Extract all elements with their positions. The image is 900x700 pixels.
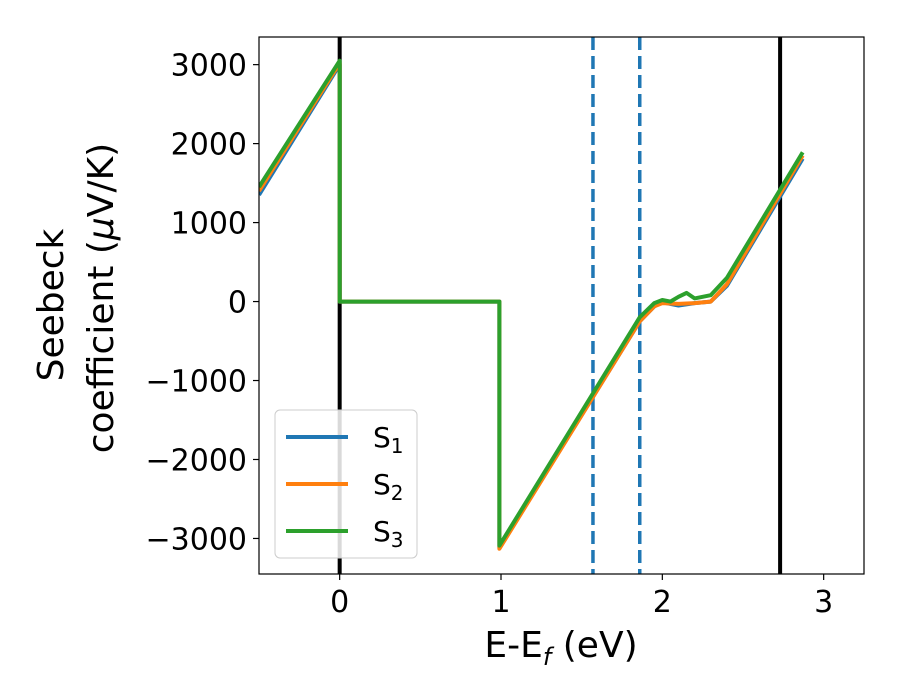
y-tick-label: −2000 (146, 443, 247, 478)
y-axis-label-line2: coefficient (μV/K) (81, 143, 122, 453)
series-lines (259, 58, 805, 551)
x-axis-label: E-Ef (eV) (484, 625, 637, 671)
y-axis-label-line1: Seebeck (31, 228, 72, 381)
legend: S1 S2 S3 (274, 409, 418, 559)
x-tick-label: 2 (653, 585, 672, 620)
x-tick-label: 1 (491, 585, 510, 620)
y-tick-label: 0 (228, 286, 247, 321)
legend-label-S3: S3 (373, 515, 404, 552)
x-tick-label: 3 (814, 585, 833, 620)
y-tick-label: 1000 (171, 207, 247, 242)
legend-label-S2: S2 (373, 468, 404, 505)
y-axis-ticks: −3000 −2000 −1000 0 1000 2000 3000 (146, 49, 259, 557)
x-tick-label: 0 (330, 585, 349, 620)
y-tick-label: 3000 (171, 49, 247, 84)
legend-label-S1: S1 (373, 421, 404, 458)
y-tick-label: −1000 (146, 365, 247, 400)
series-line-S3 (259, 58, 805, 548)
y-tick-label: 2000 (171, 128, 247, 163)
plot-frame (258, 36, 865, 575)
y-axis-label: Seebeck coefficient (μV/K) (31, 143, 122, 453)
x-axis-ticks: 0 1 2 3 (330, 574, 833, 620)
y-tick-label: −3000 (146, 522, 247, 557)
